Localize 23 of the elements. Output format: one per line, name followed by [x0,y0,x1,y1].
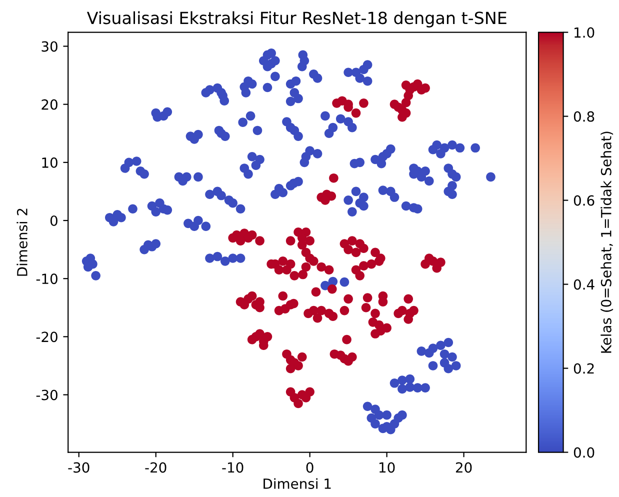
y-tick-label: 20 [42,99,58,110]
x-tick-label: -10 [222,462,244,473]
y-tick-label: -30 [36,390,58,400]
x-tick-label: -20 [145,462,166,473]
x-tick-label: 20 [456,462,472,473]
y-tick-label: 10 [42,157,58,168]
y-tick-label: -10 [36,274,58,284]
y-tick-label: -20 [36,332,58,342]
color-bar-label: 0.4 [574,279,594,290]
color-bar-label: 0.8 [574,111,594,122]
color-bar-label: 1.0 [574,27,594,38]
x-axis-title: Dimensi 1 [264,478,331,489]
color-bar-label: 0.6 [574,195,594,206]
x-tick-label: 10 [379,462,395,473]
y-tick-label: 0 [50,215,58,226]
y-tick-label: 30 [42,41,58,52]
chart-title: Visualisasi Ekstraksi Fitur ResNet-18 dengan t-SNE [86,11,506,28]
color-bar-label: 0.0 [574,447,594,458]
color-bar-title: Kelas (0=Sehat, 1=Tidak Sehat) [600,132,614,353]
x-tick-label: 0 [306,462,314,473]
y-axis-title: Dimensi 2 [16,208,28,276]
x-tick-label: -30 [68,462,90,473]
color-bar-label: 0.2 [574,363,594,374]
